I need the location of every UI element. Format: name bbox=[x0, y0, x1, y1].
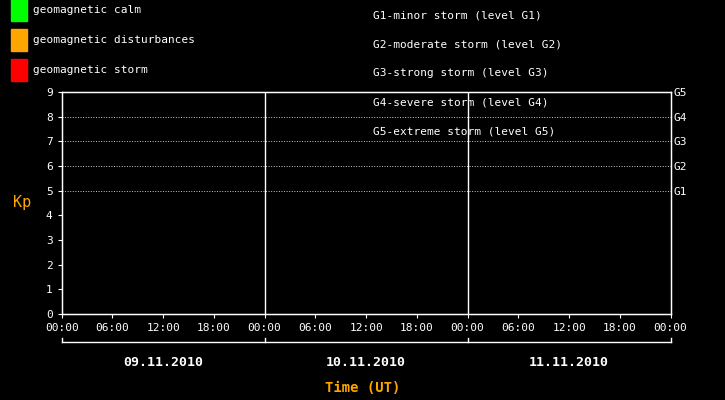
Text: 11.11.2010: 11.11.2010 bbox=[529, 356, 609, 369]
Text: Time (UT): Time (UT) bbox=[325, 381, 400, 395]
Text: geomagnetic calm: geomagnetic calm bbox=[33, 5, 141, 15]
Text: Kp: Kp bbox=[12, 196, 31, 210]
Text: 10.11.2010: 10.11.2010 bbox=[326, 356, 406, 369]
Text: 09.11.2010: 09.11.2010 bbox=[123, 356, 203, 369]
Text: G2-moderate storm (level G2): G2-moderate storm (level G2) bbox=[373, 39, 563, 49]
Text: G5-extreme storm (level G5): G5-extreme storm (level G5) bbox=[373, 127, 555, 137]
Text: geomagnetic storm: geomagnetic storm bbox=[33, 65, 147, 75]
Text: G4-severe storm (level G4): G4-severe storm (level G4) bbox=[373, 98, 549, 108]
Text: G3-strong storm (level G3): G3-strong storm (level G3) bbox=[373, 68, 549, 78]
Text: G1-minor storm (level G1): G1-minor storm (level G1) bbox=[373, 10, 542, 20]
Text: geomagnetic disturbances: geomagnetic disturbances bbox=[33, 35, 194, 45]
